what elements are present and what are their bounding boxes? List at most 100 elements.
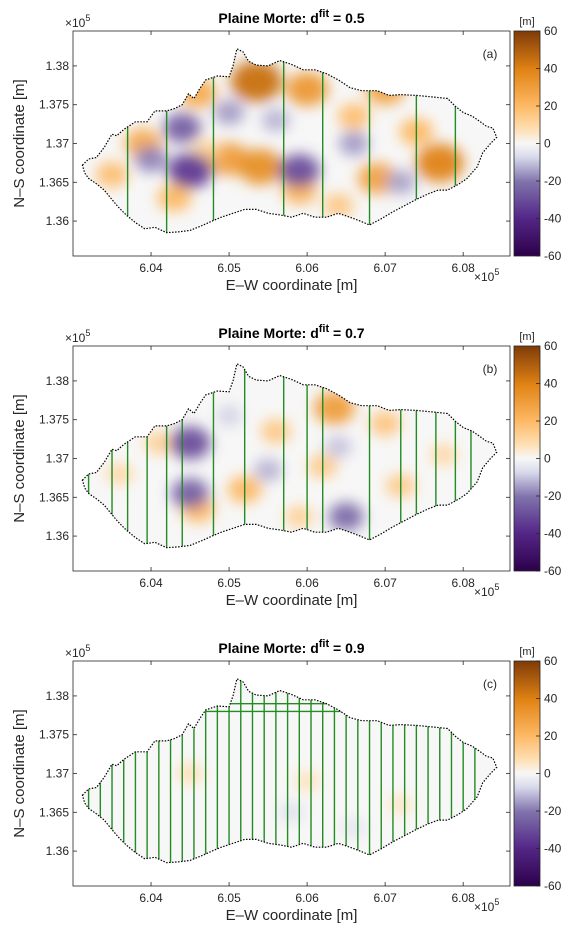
chart-title-prefix: Plaine Morte: d: [218, 640, 318, 656]
colorbar-unit: [m]: [519, 16, 534, 28]
colorbar-tick-label-0: 60: [544, 24, 558, 38]
y-exponent-label: ×105: [65, 643, 90, 660]
x-tick-label-2: 6.06: [295, 261, 319, 275]
chart-title-suffix: = 0.7: [329, 325, 365, 341]
anomaly-2: [238, 148, 283, 185]
thickness-field: [82, 678, 497, 863]
x-exponent-label: ×105: [474, 897, 499, 914]
colorbar-tick-label-0: 60: [544, 339, 558, 353]
anomaly-19: [213, 100, 245, 125]
anomaly-20: [134, 145, 168, 173]
y-tick-label-3: 1.375: [39, 728, 69, 742]
anomaly-3: [279, 802, 304, 822]
anomaly-4: [342, 818, 366, 838]
anomaly-10: [285, 505, 314, 529]
colorbar-tick-label-2: 20: [544, 99, 558, 113]
y-tick-label-4: 1.38: [46, 59, 70, 73]
anomaly-8: [106, 463, 134, 485]
x-tick-label-2: 6.06: [295, 576, 319, 590]
anomaly-7: [144, 431, 174, 455]
panel-label: (a): [483, 47, 498, 61]
chart-title-suffix: = 0.5: [329, 10, 365, 26]
colorbar-tick-label-5: -40: [544, 527, 562, 541]
colorbar-tick-label-4: -20: [544, 804, 562, 818]
colorbar-tick-label-4: -20: [544, 174, 562, 188]
x-tick-label-1: 6.05: [217, 576, 241, 590]
anomaly-layer: [106, 391, 458, 531]
colorbar-tick-label-5: -40: [544, 842, 562, 856]
chart-panel-c: Plaine Morte: dfit = 0.9 (c) 6.04 6.05 6.06 6…: [11, 638, 562, 924]
anomaly-8: [95, 161, 129, 188]
anomaly-16: [167, 152, 213, 189]
x-tick-label-4: 6.08: [451, 576, 475, 590]
y-tick-label-1: 1.365: [39, 175, 69, 189]
y-tick-label-1: 1.365: [39, 490, 69, 504]
chart-panel-a: Plaine Morte: dfit = 0.5 (a) 6.04 6.05 6.06 6…: [11, 8, 562, 294]
anomaly-11: [169, 426, 211, 460]
x-tick-label-2: 6.06: [295, 891, 319, 905]
anomaly-0: [230, 60, 283, 103]
chart-title-prefix: Plaine Morte: d: [218, 10, 318, 26]
chart-panel-b: Plaine Morte: dfit = 0.7 (b) 6.04 6.05 6.06 6…: [11, 323, 562, 609]
colorbar-tick-label-1: 40: [544, 377, 558, 391]
colorbar-tick-label-6: -60: [544, 249, 562, 263]
x-tick-label-0: 6.04: [139, 261, 163, 275]
anomaly-15: [324, 436, 352, 458]
x-exponent-label: ×105: [474, 582, 499, 599]
y-tick-label-1: 1.365: [39, 805, 69, 819]
colorbar: [513, 30, 541, 257]
anomaly-9: [430, 443, 458, 466]
anomaly-0: [177, 763, 203, 784]
colorbar-tick-label-3: 0: [544, 767, 551, 781]
x-tick-label-0: 6.04: [139, 891, 163, 905]
anomaly-16: [216, 405, 242, 427]
anomaly-13: [328, 502, 364, 531]
chart-title: Plaine Morte: dfit = 0.5: [218, 8, 364, 26]
y-tick-label-3: 1.375: [39, 413, 69, 427]
y-exponent: 5: [85, 643, 90, 653]
anomaly-5: [369, 411, 401, 437]
anomaly-18: [278, 154, 320, 188]
colorbar-tick-label-0: 60: [544, 654, 558, 668]
chart-title: Plaine Morte: dfit = 0.7: [218, 323, 364, 341]
x-exponent: 5: [494, 582, 499, 592]
anomaly-14: [323, 193, 354, 218]
x-axis-label: E–W coordinate [m]: [226, 907, 358, 924]
colorbar-tick-label-1: 40: [544, 692, 558, 706]
y-axis-label: N–S coordinate [m]: [11, 79, 28, 207]
anomaly-21: [338, 131, 370, 156]
survey-lines: [87, 369, 472, 548]
colorbar-tick-label-3: 0: [544, 452, 551, 466]
x-tick-label-4: 6.08: [451, 261, 475, 275]
y-tick-label-4: 1.38: [46, 689, 70, 703]
chart-title-suffix: = 0.9: [329, 640, 365, 656]
colorbar-tick-label-2: 20: [544, 729, 558, 743]
chart-title: Plaine Morte: dfit = 0.9: [218, 638, 364, 656]
y-tick-label-0: 1.36: [46, 844, 70, 858]
y-tick-label-0: 1.36: [46, 214, 70, 228]
chart-title-superscript: fit: [319, 323, 330, 335]
colorbar-tick-label-5: -40: [544, 212, 562, 226]
chart-title-superscript: fit: [319, 8, 330, 20]
x-tick-label-3: 6.07: [373, 891, 397, 905]
x-exponent: 5: [494, 267, 499, 277]
anomaly-23: [261, 108, 291, 132]
chart-title-superscript: fit: [319, 638, 330, 650]
anomaly-9: [157, 184, 192, 212]
x-tick-label-0: 6.04: [139, 576, 163, 590]
x-tick-label-3: 6.07: [373, 261, 397, 275]
y-axis-label: N–S coordinate [m]: [11, 709, 28, 837]
x-tick-label-1: 6.05: [217, 261, 241, 275]
colorbar: [513, 345, 541, 572]
anomaly-layer: [177, 763, 413, 838]
y-exponent: 5: [85, 328, 90, 338]
anomaly-3: [285, 72, 329, 107]
anomaly-2: [388, 794, 413, 815]
glacier-outline: [81, 677, 498, 864]
y-exponent-label: ×105: [65, 328, 90, 345]
y-exponent-label: ×105: [65, 13, 90, 30]
glacier-outline: [81, 362, 498, 549]
colorbar-tick-label-3: 0: [544, 137, 551, 151]
anomaly-14: [253, 458, 283, 482]
